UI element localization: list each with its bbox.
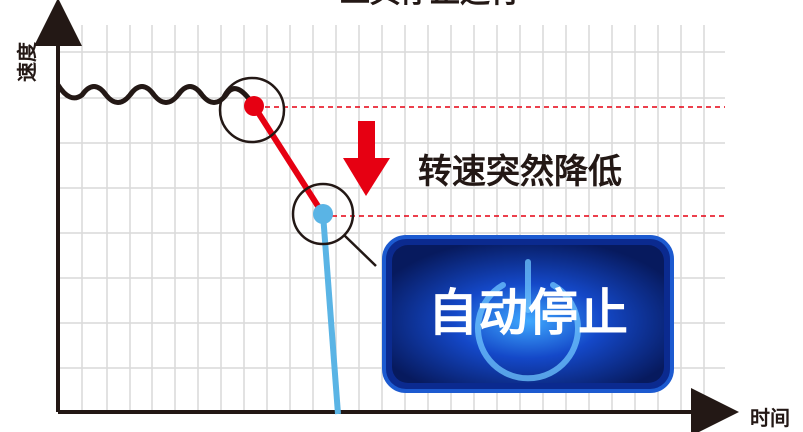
speed-drop-point: [244, 96, 264, 116]
highlight-circle-stop: [291, 182, 355, 246]
diagram-title: 工具停止运行: [340, 0, 520, 10]
normal-speed-wave: [55, 83, 257, 108]
x-axis-label: 时间: [750, 406, 790, 430]
badge-leader-line: [343, 234, 377, 267]
highlight-circle-drop: [218, 76, 286, 144]
auto-stop-line: [320, 213, 341, 415]
y-axis-label: 速度: [15, 41, 39, 82]
power-icon: [475, 259, 581, 382]
auto-stop-label: 自动停止: [428, 284, 628, 342]
auto-stop-badge: 自动停止: [382, 235, 674, 393]
speed-drop-line: [251, 104, 326, 216]
speed-drop-annotation: 转速突然降低: [418, 152, 622, 192]
stop-point: [313, 204, 333, 224]
down-arrow-icon: [343, 121, 390, 196]
